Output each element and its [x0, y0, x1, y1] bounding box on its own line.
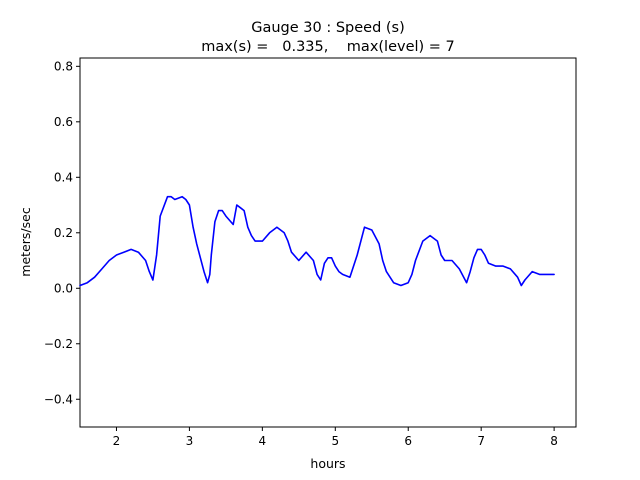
x-tick-label: 4 [259, 434, 267, 448]
y-tick-label: −0.4 [44, 392, 73, 406]
plot-area: 2 3 4 5 6 7 8 −0.4 −0.2 0.0 0.2 0.4 0.6 0.8 [44, 57, 577, 448]
y-tick-label: 0.6 [54, 115, 73, 129]
y-axis-label: meters/sec [18, 207, 33, 277]
x-tick-label: 2 [113, 434, 121, 448]
chart-subtitle: max(s) = 0.335, max(level) = 7 [201, 39, 455, 55]
x-tick-label: 8 [550, 434, 558, 448]
y-tick-label: 0.0 [54, 281, 73, 295]
x-tick-label: 3 [186, 434, 194, 448]
x-tick-label: 7 [477, 434, 485, 448]
chart-title: Gauge 30 : Speed (s) [251, 20, 405, 36]
plot-frame [79, 57, 577, 428]
x-axis-label: hours [310, 456, 345, 471]
series-line-speed [79, 195, 555, 287]
y-tick-label: 0.8 [54, 59, 73, 73]
y-tick-label: 0.4 [54, 170, 73, 184]
x-tick-label: 5 [331, 434, 339, 448]
y-tick-label: 0.2 [54, 226, 73, 240]
x-tick-label: 6 [404, 434, 412, 448]
y-tick-label: −0.2 [44, 337, 73, 351]
